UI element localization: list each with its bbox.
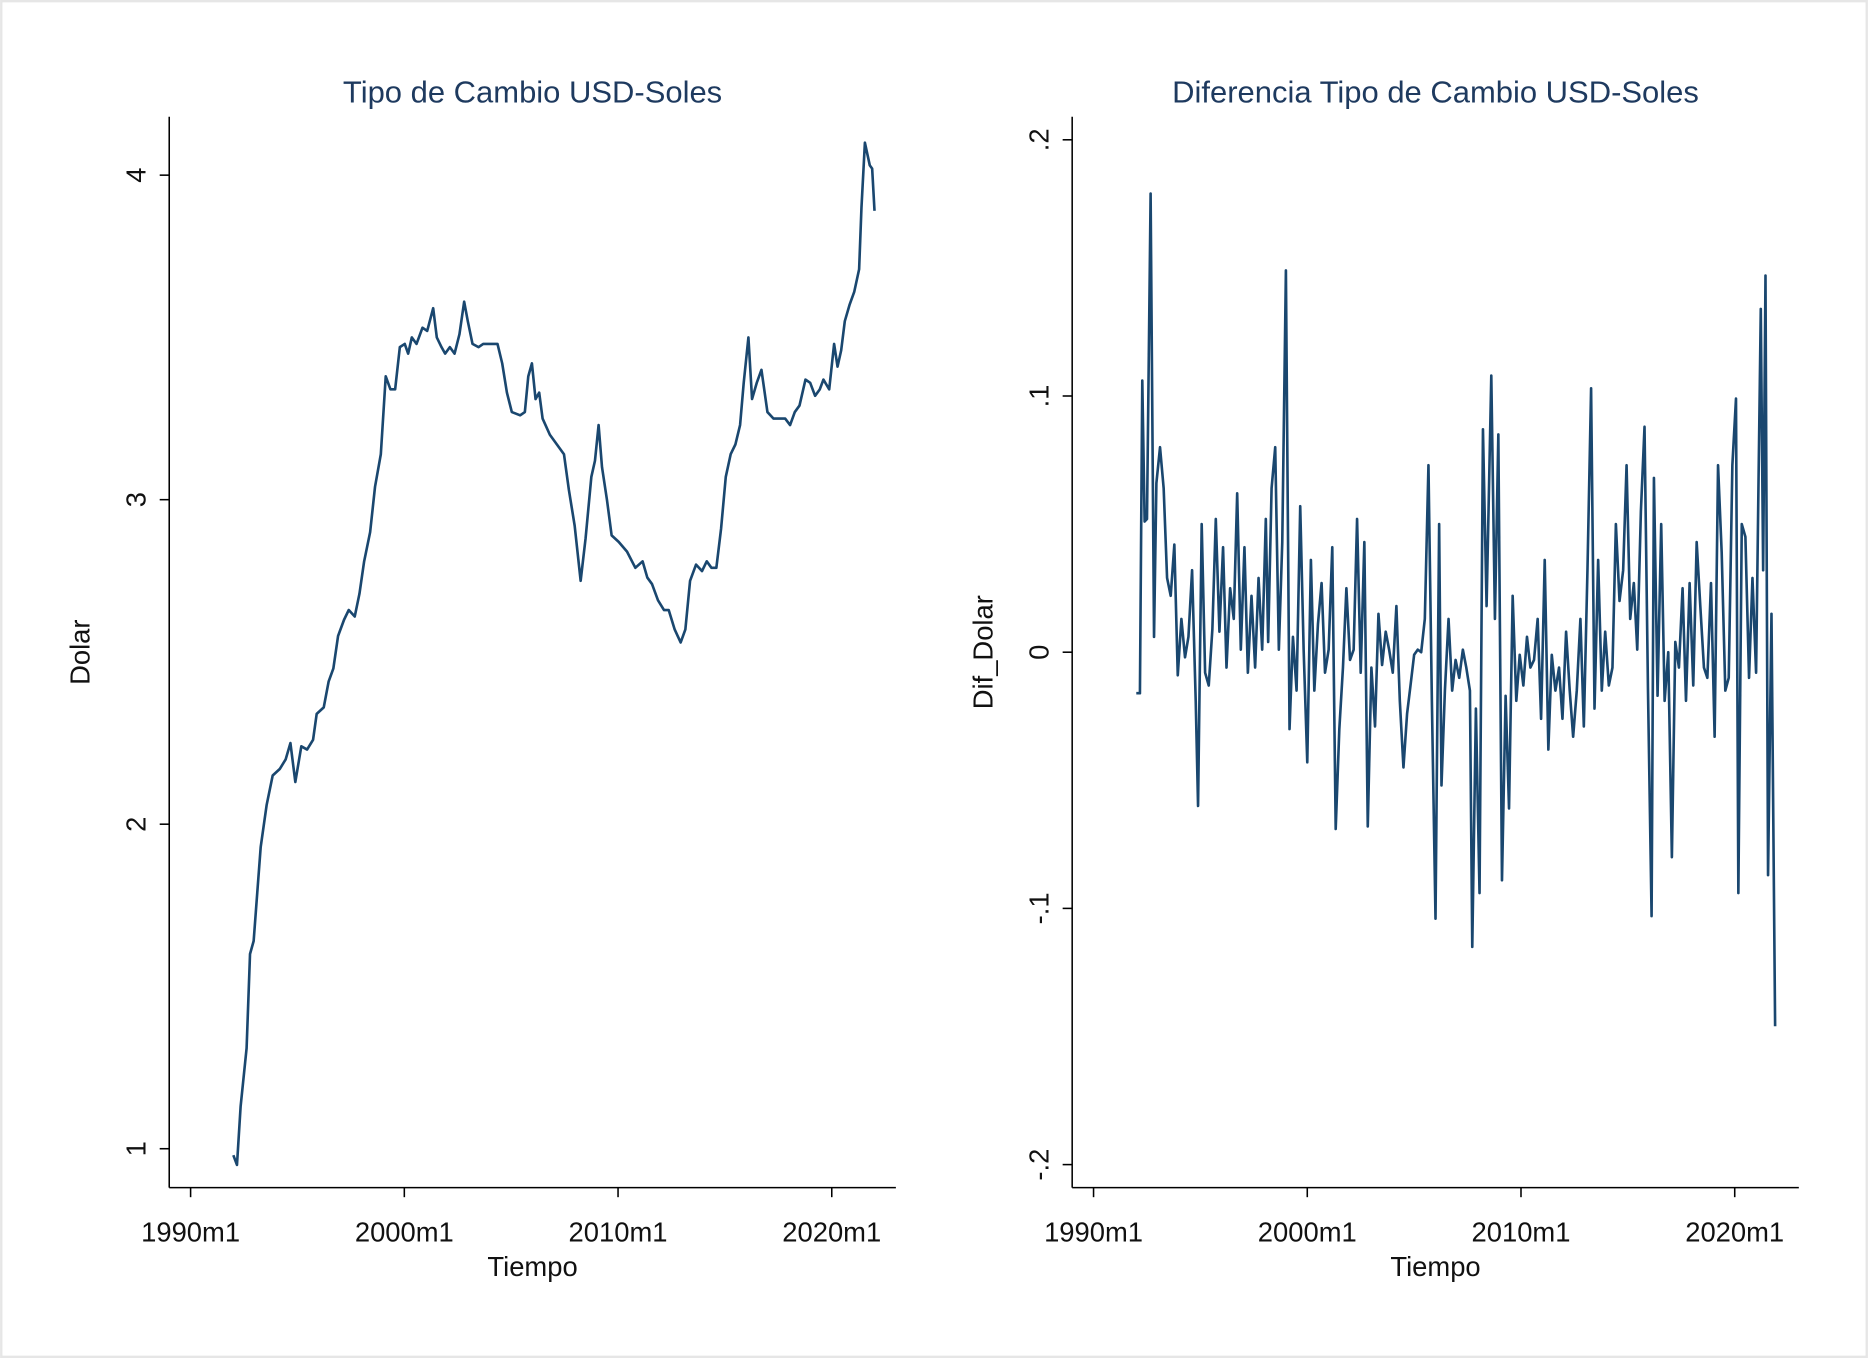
y-tick-label: -.1	[1023, 892, 1054, 924]
y-tick-label: .1	[1023, 385, 1054, 408]
y-tick-label: 1	[120, 1141, 151, 1156]
chart-title: Tipo de Cambio USD-Soles	[343, 74, 722, 109]
x-tick-label: 2010m1	[569, 1216, 668, 1247]
y-tick-label: 4	[120, 168, 151, 183]
y-tick-label: 0	[1023, 645, 1054, 660]
x-tick-label: 2000m1	[355, 1216, 454, 1247]
chart-title: Diferencia Tipo de Cambio USD-Soles	[1172, 74, 1699, 109]
y-tick-label: 3	[120, 492, 151, 507]
y-axis-title: Dif_Dolar	[967, 595, 998, 709]
data-line	[1136, 192, 1777, 1027]
panel: Diferencia Tipo de Cambio USD-Soles -.2 -.…	[967, 74, 1799, 1282]
x-axis-title: Tiempo	[1390, 1251, 1480, 1282]
x-tick-label: 2000m1	[1258, 1216, 1357, 1247]
x-tick-label: 2010m1	[1472, 1216, 1571, 1247]
y-axis-title: Dolar	[64, 619, 95, 684]
y-tick-label: -.2	[1023, 1149, 1054, 1181]
x-axis-title: Tiempo	[487, 1251, 577, 1282]
x-tick-label: 2020m1	[1685, 1216, 1784, 1247]
y-tick-label: .2	[1023, 128, 1054, 151]
x-tick-label: 1990m1	[141, 1216, 240, 1247]
panel: Tipo de Cambio USD-Soles 1 2 3 4 1990m1 2000m1…	[64, 74, 896, 1282]
x-tick-label: 2020m1	[782, 1216, 881, 1247]
data-line	[232, 141, 876, 1167]
x-tick-label: 1990m1	[1044, 1216, 1143, 1247]
y-tick-label: 2	[120, 817, 151, 832]
